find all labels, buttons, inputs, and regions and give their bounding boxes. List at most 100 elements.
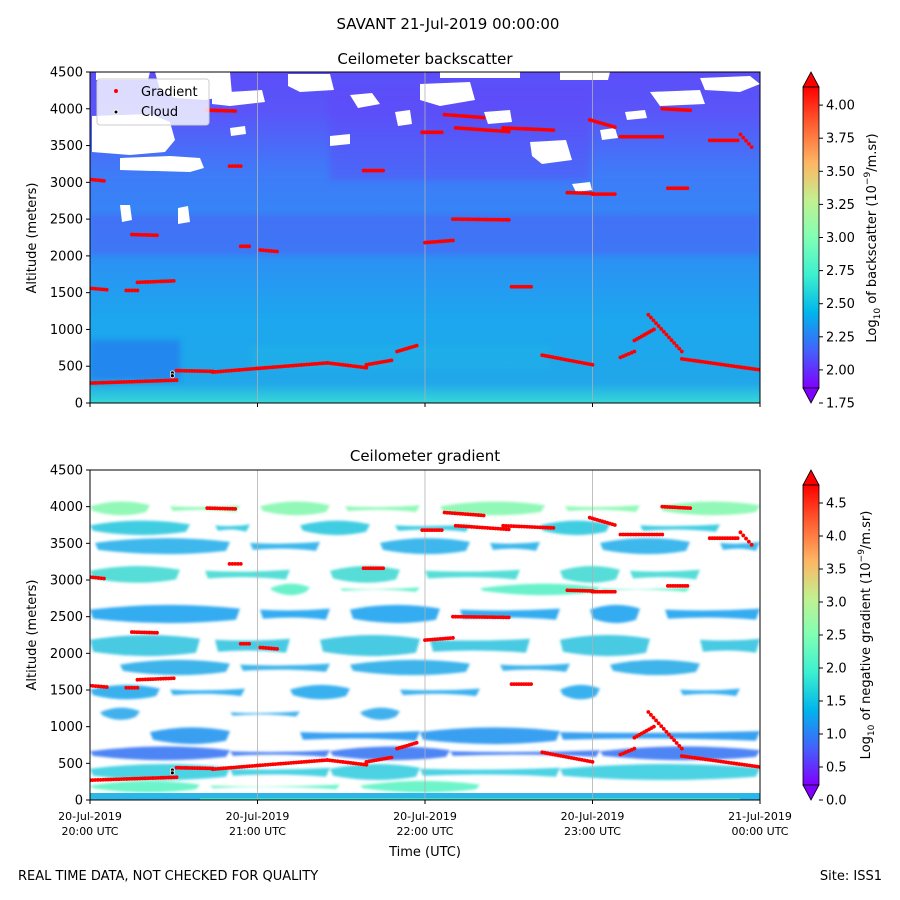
gradient-point xyxy=(90,683,95,688)
backscatter-colorbar-label: Log10 of backscatter (10−9/m.sr) xyxy=(863,133,883,342)
gradient-point xyxy=(261,248,265,253)
gradient-point xyxy=(135,685,140,690)
gradient-point xyxy=(501,217,506,222)
gradient-point xyxy=(466,217,471,222)
y-tick-label: 3500 xyxy=(50,537,83,552)
gradient-point xyxy=(472,615,477,619)
gradient-point xyxy=(258,645,263,650)
gradient-title: Ceilometer gradient xyxy=(350,447,500,465)
gradient-point xyxy=(93,575,98,580)
gradient-point xyxy=(451,636,455,640)
y-tick-label: 1000 xyxy=(50,720,83,735)
x-tick-time: 23:00 UTC xyxy=(564,825,621,838)
gradient-point xyxy=(749,542,754,547)
gradient-point xyxy=(590,362,595,367)
colorbar-tick-label: 4.5 xyxy=(826,497,847,512)
gradient-point xyxy=(664,332,669,337)
signal-band xyxy=(90,634,200,657)
gradient-point xyxy=(659,326,664,331)
gradient-point xyxy=(238,561,243,566)
gradient-point xyxy=(744,536,748,541)
gradient-point xyxy=(453,614,458,619)
gradient-point xyxy=(669,735,674,740)
gradient-point xyxy=(104,685,109,689)
gradient-point xyxy=(496,615,501,620)
gradient-point xyxy=(746,539,751,544)
gradient-point xyxy=(529,682,533,687)
gradient-point xyxy=(456,614,461,619)
gradient-point xyxy=(506,615,511,620)
gradient-point xyxy=(96,576,101,580)
backscatter-ylabel: Altitude (meters) xyxy=(25,183,40,294)
signal-band xyxy=(360,780,480,793)
site-label: Site: ISS1 xyxy=(819,869,882,884)
colorbar-tick-label: 3.25 xyxy=(826,198,855,213)
signal-band xyxy=(560,684,600,700)
signal-band xyxy=(665,608,760,620)
gradient-point xyxy=(247,641,252,646)
gradient-point xyxy=(529,284,533,289)
y-tick-label: 0 xyxy=(75,397,83,412)
gradient-point xyxy=(451,217,455,222)
colorbar-tick-label: 3.0 xyxy=(826,596,847,611)
gradient-point xyxy=(227,164,232,169)
gradient-point xyxy=(171,676,176,681)
gradient-colorbar-label: Log10 of negative gradient (10−9/m.sr) xyxy=(857,511,877,760)
gradient-point xyxy=(551,526,556,530)
gradient-point xyxy=(490,615,495,620)
signal-band xyxy=(90,566,180,583)
signal-band xyxy=(90,501,150,516)
gradient-point xyxy=(102,287,106,292)
gradient-point xyxy=(626,532,631,537)
gradient-point xyxy=(464,614,469,619)
gradient-point xyxy=(90,575,95,580)
gradient-point xyxy=(238,164,243,169)
gradient-point xyxy=(669,338,674,343)
gradient-point xyxy=(414,740,419,745)
y-tick-label: 1500 xyxy=(50,286,83,301)
colorbar-tick-label: 3.50 xyxy=(826,165,855,180)
gradient-point xyxy=(490,217,495,222)
gradient-point xyxy=(493,615,498,620)
gradient-point xyxy=(135,288,140,293)
gradient-panel: Ceilometer gradient 0 500 1000 1500 2000 2500… xyxy=(25,447,792,860)
signal-band xyxy=(90,604,240,624)
gradient-point xyxy=(174,378,179,383)
gradient-point xyxy=(155,233,159,238)
gradient-point xyxy=(90,286,95,291)
gradient-point xyxy=(741,533,746,538)
y-tick-label: 1000 xyxy=(50,323,83,338)
signal-band xyxy=(330,746,450,761)
signal-band xyxy=(560,566,620,583)
backscatter-panel: Ceilometer backscatter xyxy=(25,50,761,412)
gradient-point xyxy=(266,646,271,651)
colorbar-tick-label: 2.25 xyxy=(826,330,855,345)
gradient-point xyxy=(655,134,659,139)
legend-gradient-label: Gradient xyxy=(141,85,198,100)
gradient-point xyxy=(738,530,743,535)
gradient-point xyxy=(632,349,637,354)
x-tick-date: 20-Jul-2019 xyxy=(393,810,457,823)
gradient-point xyxy=(498,217,503,222)
gradient-point xyxy=(272,646,277,651)
gradient-point xyxy=(677,743,682,748)
gradient-point xyxy=(99,576,104,581)
signal-band xyxy=(320,634,420,657)
gradient-point xyxy=(238,244,243,249)
signal-band xyxy=(640,524,720,532)
gradient-point xyxy=(474,217,479,222)
backscatter-title: Ceilometer backscatter xyxy=(337,50,513,68)
gradient-point xyxy=(685,583,690,588)
gradient-point xyxy=(389,755,394,760)
gradient-y-axis: 0 500 1000 1500 2000 2500 3000 3500 4000 4500 xyxy=(50,464,90,809)
colorbar-tick-label: 2.75 xyxy=(826,264,855,279)
gradient-point xyxy=(275,249,279,254)
gradient-point xyxy=(506,129,511,134)
gradient-point xyxy=(656,721,661,726)
signal-band xyxy=(630,569,700,580)
gradient-point xyxy=(735,536,740,541)
gradient-point xyxy=(612,523,617,527)
gradient-point xyxy=(472,217,477,222)
gradient-point xyxy=(458,217,463,222)
gradient-point xyxy=(612,192,617,197)
